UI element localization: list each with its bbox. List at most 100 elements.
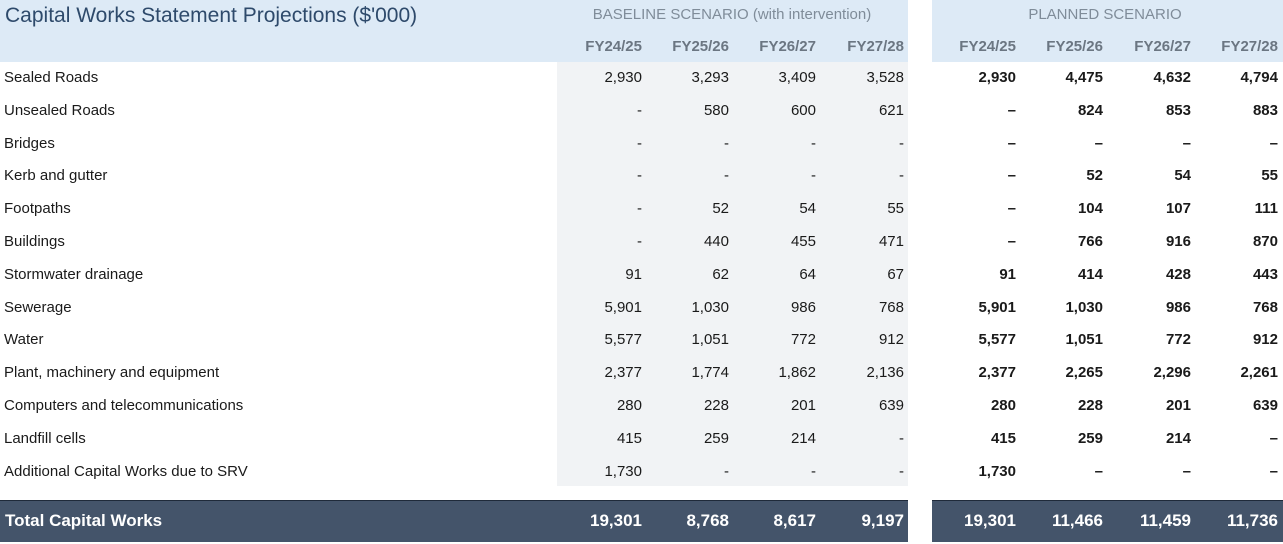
planned-cell: 4,794 <box>1240 69 1278 86</box>
planned-cell: 107 <box>1165 200 1191 218</box>
baseline-cell: 986 <box>790 298 816 316</box>
table-row: Additional Capital Works due to SRV 1,730… <box>0 456 1283 489</box>
baseline-cell: - <box>637 200 642 218</box>
baseline-cell: 1,774 <box>691 364 729 382</box>
planned-cell: – <box>1007 101 1016 119</box>
planned-cell: 2,261 <box>1240 364 1278 382</box>
total-divider <box>932 500 1283 501</box>
total-baseline-value: 8,617 <box>773 511 816 530</box>
baseline-cell: - <box>811 134 816 152</box>
total-baseline-value: 19,301 <box>590 511 642 530</box>
planned-cell: 772 <box>1165 331 1191 349</box>
baseline-cell: 3,293 <box>691 69 729 86</box>
planned-cell: 766 <box>1077 233 1103 250</box>
planned-cell: 2,930 <box>978 69 1016 86</box>
baseline-cell: 621 <box>878 101 904 119</box>
baseline-cell: 3,528 <box>866 69 904 86</box>
baseline-cell: 768 <box>878 298 904 316</box>
table-row: Plant, machinery and equipment 2,377 1,774… <box>0 357 1283 390</box>
baseline-cell: - <box>899 134 904 152</box>
baseline-cell: 259 <box>703 429 729 447</box>
baseline-cell: 2,930 <box>604 69 642 86</box>
planned-cell: 870 <box>1252 233 1278 250</box>
baseline-cell: 600 <box>790 101 816 119</box>
baseline-cell: 5,901 <box>604 298 642 316</box>
baseline-cell: 440 <box>703 233 729 250</box>
row-label: Stormwater drainage <box>4 265 144 283</box>
planned-cell: – <box>1094 134 1103 152</box>
baseline-cell: 471 <box>878 233 904 250</box>
row-label: Kerb and gutter <box>4 167 108 185</box>
baseline-cell: 639 <box>878 397 904 414</box>
planned-cell: 55 <box>1261 167 1278 185</box>
planned-cell: – <box>1007 233 1016 250</box>
baseline-cell: - <box>724 167 729 185</box>
planned-cell: 2,377 <box>978 364 1016 382</box>
planned-header-band <box>932 0 1283 62</box>
baseline-col-header: FY27/28 <box>847 38 904 55</box>
row-label: Footpaths <box>4 200 71 218</box>
baseline-cell: 52 <box>712 200 729 218</box>
row-label: Bridges <box>4 134 55 152</box>
planned-cell: – <box>1269 429 1278 447</box>
planned-cell: 4,632 <box>1153 69 1191 86</box>
planned-cell: 4,475 <box>1065 69 1103 86</box>
planned-cell: 1,051 <box>1065 331 1103 349</box>
table-row: Sealed Roads 2,930 3,293 3,409 3,528 2,930 4,4… <box>0 62 1283 95</box>
baseline-cell: 280 <box>616 397 642 414</box>
total-planned-value: 11,466 <box>1051 511 1103 530</box>
baseline-cell: - <box>899 462 904 480</box>
baseline-col-header: FY24/25 <box>585 38 642 55</box>
baseline-scenario-heading: BASELINE SCENARIO (with intervention) <box>592 6 872 23</box>
planned-cell: 443 <box>1252 265 1278 283</box>
total-planned-value: 11,736 <box>1226 511 1278 530</box>
baseline-values-background <box>557 62 908 486</box>
planned-cell: – <box>1269 134 1278 152</box>
baseline-cell: 55 <box>887 200 904 218</box>
baseline-cell: - <box>637 101 642 119</box>
planned-col-header: FY24/25 <box>959 38 1016 55</box>
baseline-cell: - <box>724 134 729 152</box>
baseline-cell: 54 <box>799 200 816 218</box>
baseline-cell: - <box>637 233 642 250</box>
total-row-baseline-band <box>0 501 908 542</box>
row-label: Sealed Roads <box>4 69 99 86</box>
planned-cell: 5,577 <box>978 331 1016 349</box>
baseline-cell: 62 <box>712 265 729 283</box>
planned-scenario-heading: PLANNED SCENARIO <box>1028 6 1182 23</box>
baseline-cell: - <box>637 134 642 152</box>
planned-cell: 912 <box>1252 331 1278 349</box>
baseline-cell: 64 <box>799 265 816 283</box>
table-row: Footpaths - 52 54 55 – 104 107 111 <box>0 193 1283 226</box>
baseline-cell: 455 <box>790 233 816 250</box>
planned-col-header: FY26/27 <box>1134 38 1191 55</box>
planned-cell: – <box>1007 134 1016 152</box>
row-label: Computers and telecommunications <box>4 397 244 414</box>
row-label: Additional Capital Works due to SRV <box>4 462 248 480</box>
baseline-header-band <box>0 0 908 62</box>
page-title: Capital Works Statement Projections ($'0… <box>5 4 418 27</box>
table-row: Computers and telecommunications 280 228 20… <box>0 390 1283 423</box>
planned-cell: 1,730 <box>978 462 1016 480</box>
total-planned-value: 19,301 <box>964 511 1016 530</box>
planned-cell: 883 <box>1252 101 1278 119</box>
baseline-cell: 2,136 <box>866 364 904 382</box>
row-label: Sewerage <box>4 298 72 316</box>
planned-cell: 2,265 <box>1065 364 1103 382</box>
total-baseline-value: 9,197 <box>861 511 904 530</box>
baseline-cell: 214 <box>790 429 816 447</box>
table-row: Landfill cells 415 259 214 - 415 259 214 – <box>0 423 1283 456</box>
baseline-cell: 5,577 <box>604 331 642 349</box>
planned-col-header: FY25/26 <box>1046 38 1103 55</box>
planned-cell: 111 <box>1254 200 1278 218</box>
table-row: Stormwater drainage 91 62 64 67 91 414 428 443 <box>0 259 1283 292</box>
baseline-cell: 2,377 <box>604 364 642 382</box>
baseline-cell: - <box>637 167 642 185</box>
planned-cell: 54 <box>1174 167 1191 185</box>
table-row: Sewerage 5,901 1,030 986 768 5,901 1,030 986 768 <box>0 292 1283 325</box>
table-row: Kerb and gutter - - - - – 52 54 55 <box>0 160 1283 193</box>
baseline-cell: 772 <box>790 331 816 349</box>
baseline-cell: 1,051 <box>691 331 729 349</box>
row-label: Unsealed Roads <box>4 101 115 119</box>
total-divider <box>0 500 908 501</box>
